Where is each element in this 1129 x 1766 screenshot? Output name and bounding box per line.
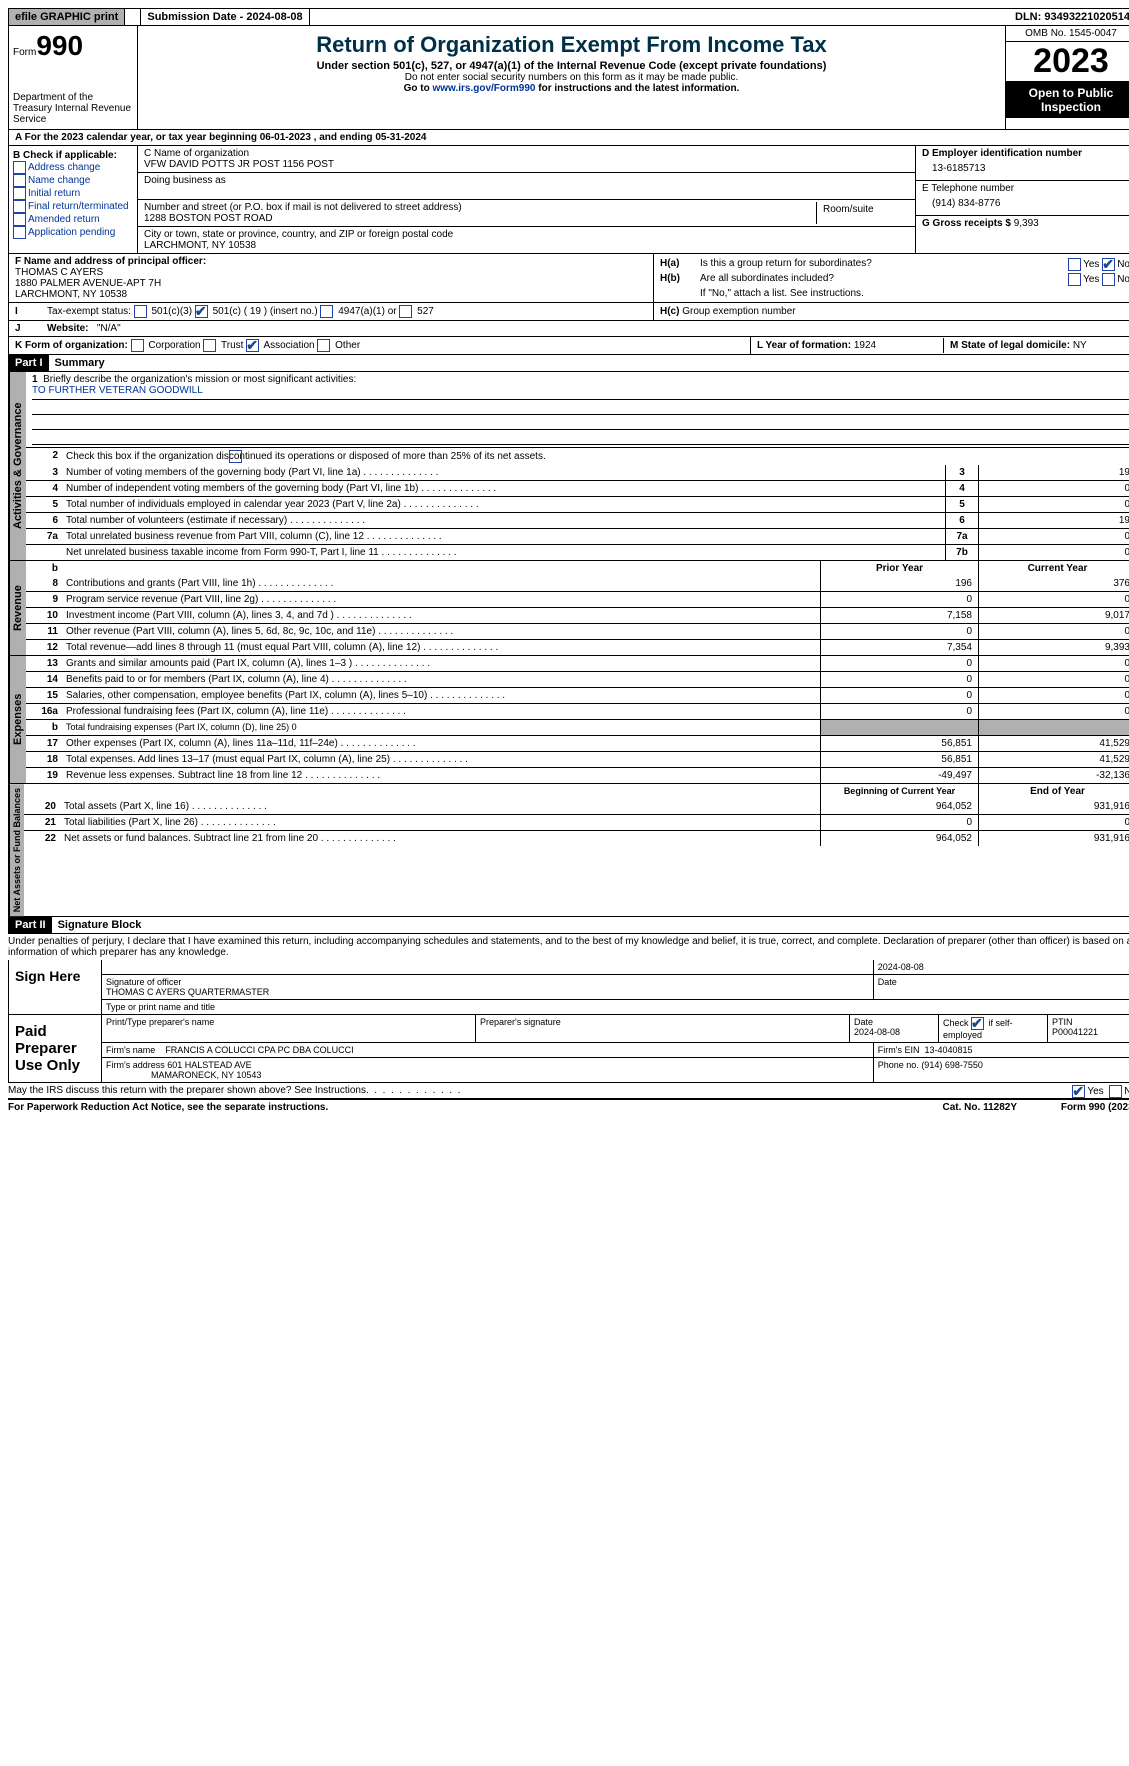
line-8: 8Contributions and grants (Part VIII, li… [26, 576, 1129, 591]
checkbox-ha-yes[interactable] [1068, 258, 1081, 271]
form-header: Form990 Department of the Treasury Inter… [8, 26, 1129, 130]
city-state-zip: LARCHMONT, NY 10538 [144, 240, 909, 251]
line-7b: Net unrelated business taxable income fr… [26, 544, 1129, 560]
line-21: 21Total liabilities (Part X, line 26)00 [24, 814, 1129, 830]
gross-receipts: 9,393 [1014, 218, 1039, 229]
checkbox-501c[interactable] [195, 305, 208, 318]
entity-section: B Check if applicable: Address change Na… [8, 146, 1129, 254]
firm-phone: (914) 698-7550 [921, 1060, 983, 1070]
line-9: 9Program service revenue (Part VIII, lin… [26, 591, 1129, 607]
part1-governance: Activities & Governance 1 Briefly descri… [8, 372, 1129, 561]
checkbox-other[interactable] [317, 339, 330, 352]
checkbox-hb-no[interactable] [1102, 273, 1115, 286]
line-19: 19Revenue less expenses. Subtract line 1… [26, 767, 1129, 783]
line-13: 13Grants and similar amounts paid (Part … [26, 656, 1129, 671]
officer-signature: THOMAS C AYERS QUARTERMASTER [106, 987, 269, 997]
line-10: 10Investment income (Part VIII, column (… [26, 607, 1129, 623]
checkbox-amended-return[interactable] [13, 213, 26, 226]
dln: DLN: 93493221020514 [1009, 9, 1129, 25]
year-formation: 1924 [854, 340, 876, 351]
top-bar: efile GRAPHIC print Submission Date - 20… [8, 8, 1129, 26]
box-deg: D Employer identification number13-61857… [916, 146, 1129, 253]
form-title: Return of Organization Exempt From Incom… [142, 32, 1001, 58]
row-klm: K Form of organization: Corporation Trus… [8, 337, 1129, 355]
checkbox-501c3[interactable] [134, 305, 147, 318]
line-7a: 7aTotal unrelated business revenue from … [26, 528, 1129, 544]
telephone: (914) 834-8776 [922, 194, 1129, 213]
checkbox-name-change[interactable] [13, 174, 26, 187]
box-b: B Check if applicable: Address change Na… [9, 146, 138, 253]
checkbox-discontinued[interactable] [229, 450, 242, 463]
paid-preparer-section: Paid Preparer Use Only Print/Type prepar… [8, 1015, 1129, 1083]
part1-revenue: Revenue bPrior YearCurrent Year 8Contrib… [8, 561, 1129, 656]
form-number: Form990 [13, 30, 133, 62]
checkbox-trust[interactable] [203, 339, 216, 352]
discuss-row: May the IRS discuss this return with the… [8, 1083, 1129, 1100]
ssn-note: Do not enter social security numbers on … [142, 72, 1001, 83]
state-domicile: NY [1073, 340, 1087, 351]
line-17: 17Other expenses (Part IX, column (A), l… [26, 735, 1129, 751]
checkbox-hb-yes[interactable] [1068, 273, 1081, 286]
instructions-note: Go to www.irs.gov/Form990 for instructio… [142, 83, 1001, 94]
submission-date: Submission Date - 2024-08-08 [141, 9, 309, 25]
firm-ein: 13-4040815 [924, 1045, 972, 1055]
part1-netassets: Net Assets or Fund Balances Beginning of… [8, 784, 1129, 917]
omb-number: OMB No. 1545-0047 [1006, 26, 1129, 42]
checkbox-discuss-no[interactable] [1109, 1085, 1122, 1098]
checkbox-527[interactable] [399, 305, 412, 318]
row-ij: I Tax-exempt status: 501(c)(3) 501(c) ( … [8, 303, 1129, 321]
row-j-website: JWebsite: "N/A" [8, 321, 1129, 337]
public-inspection: Open to Public Inspection [1006, 82, 1129, 118]
row-a-tax-year: A For the 2023 calendar year, or tax yea… [8, 130, 1129, 146]
page-footer: For Paperwork Reduction Act Notice, see … [8, 1100, 1129, 1115]
line-4: 4Number of independent voting members of… [26, 480, 1129, 496]
ein: 13-6185713 [922, 159, 1129, 178]
print-button[interactable] [125, 9, 141, 25]
line-11: 11Other revenue (Part VIII, column (A), … [26, 623, 1129, 639]
checkbox-assoc[interactable] [246, 339, 259, 352]
part1-header: Part ISummary [8, 355, 1129, 372]
officer-name: THOMAS C AYERS [15, 267, 103, 278]
checkbox-corp[interactable] [131, 339, 144, 352]
efile-button[interactable]: efile GRAPHIC print [9, 9, 125, 25]
checkbox-app-pending[interactable] [13, 226, 26, 239]
row-fh: F Name and address of principal officer:… [8, 254, 1129, 303]
checkbox-ha-no[interactable] [1102, 258, 1115, 271]
firm-name: FRANCIS A COLUCCI CPA PC DBA COLUCCI [165, 1045, 353, 1055]
line-18: 18Total expenses. Add lines 13–17 (must … [26, 751, 1129, 767]
line-6: 6Total number of volunteers (estimate if… [26, 512, 1129, 528]
tax-year: 2023 [1006, 42, 1129, 82]
line-15: 15Salaries, other compensation, employee… [26, 687, 1129, 703]
line-20: 20Total assets (Part X, line 16)964,0529… [24, 799, 1129, 814]
sign-here-section: Sign Here 2024-08-08 Signature of office… [8, 960, 1129, 1015]
box-c: C Name of organizationVFW DAVID POTTS JR… [138, 146, 916, 253]
irs-link[interactable]: www.irs.gov/Form990 [432, 83, 535, 94]
org-name: VFW DAVID POTTS JR POST 1156 POST [144, 159, 909, 170]
street-address: 1288 BOSTON POST ROAD [144, 213, 816, 224]
line-12: 12Total revenue—add lines 8 through 11 (… [26, 639, 1129, 655]
checkbox-final-return[interactable] [13, 200, 26, 213]
department: Department of the Treasury Internal Reve… [13, 92, 133, 125]
line-22: 22Net assets or fund balances. Subtract … [24, 830, 1129, 846]
checkbox-self-employed[interactable] [971, 1017, 984, 1030]
mission-text: TO FURTHER VETERAN GOODWILL [32, 385, 1129, 400]
line-5: 5Total number of individuals employed in… [26, 496, 1129, 512]
checkbox-initial-return[interactable] [13, 187, 26, 200]
firm-address: 601 HALSTEAD AVE [167, 1060, 251, 1070]
part1-expenses: Expenses 13Grants and similar amounts pa… [8, 656, 1129, 784]
line-14: 14Benefits paid to or for members (Part … [26, 671, 1129, 687]
ptin: P00041221 [1052, 1027, 1098, 1037]
form-subtitle: Under section 501(c), 527, or 4947(a)(1)… [142, 60, 1001, 72]
line-b: bTotal fundraising expenses (Part IX, co… [26, 719, 1129, 735]
checkbox-address-change[interactable] [13, 161, 26, 174]
website: "N/A" [97, 323, 121, 334]
checkbox-4947[interactable] [320, 305, 333, 318]
perjury-declaration: Under penalties of perjury, I declare th… [8, 934, 1129, 960]
part2-header: Part IISignature Block [8, 917, 1129, 934]
line-16a: 16aProfessional fundraising fees (Part I… [26, 703, 1129, 719]
checkbox-discuss-yes[interactable] [1072, 1085, 1085, 1098]
line-3: 3Number of voting members of the governi… [26, 465, 1129, 480]
